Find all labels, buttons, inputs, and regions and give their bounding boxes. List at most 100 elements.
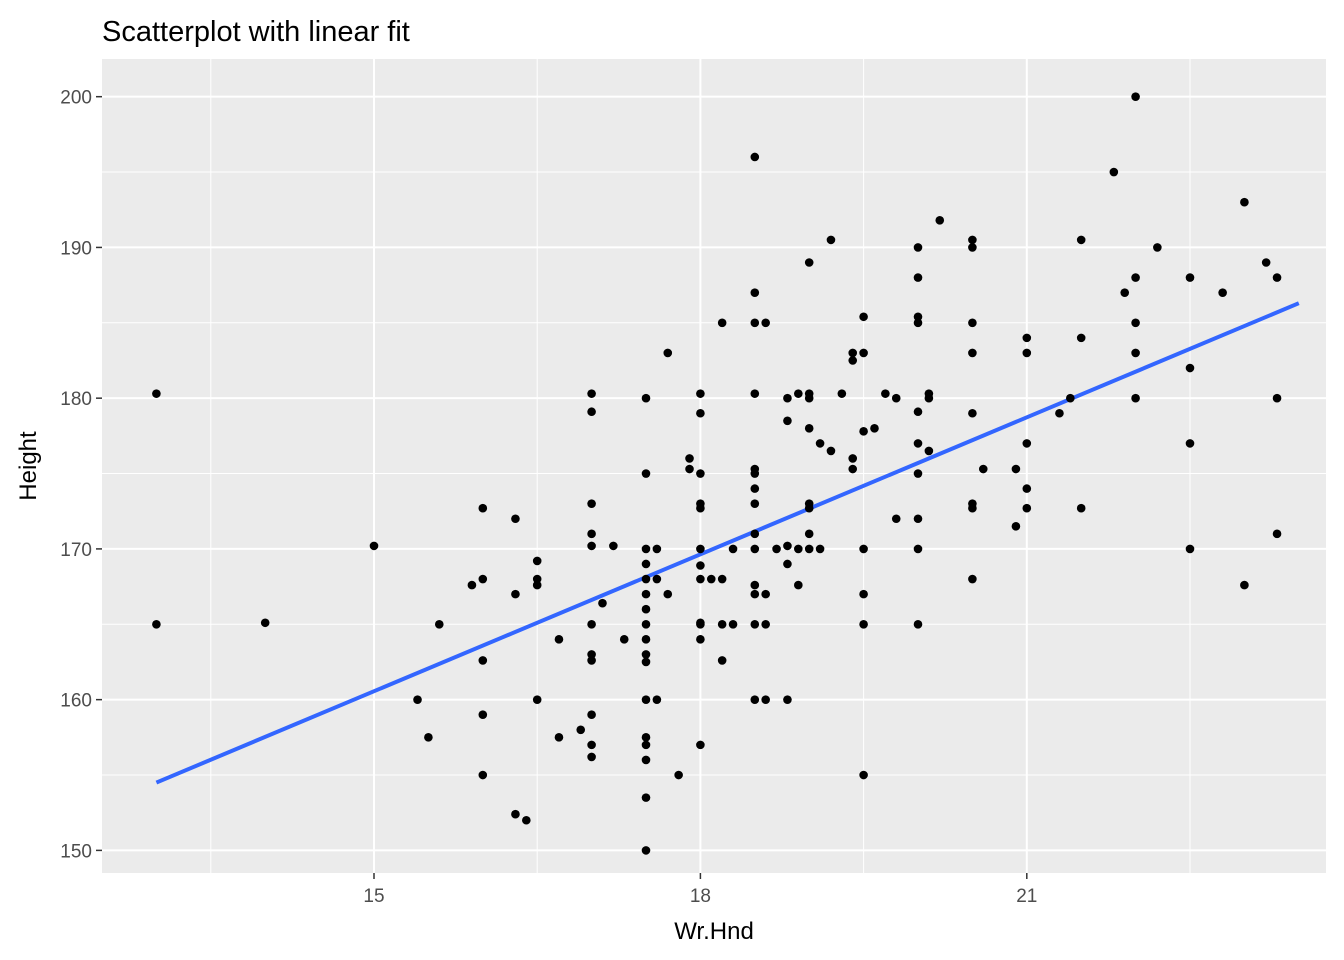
data-point [783,393,792,403]
data-point [598,598,607,608]
data-point [1022,348,1032,358]
x-tick-label: 15 [363,886,384,907]
data-point [837,389,847,398]
y-tick-label: 150 [60,841,92,862]
data-point [913,312,923,322]
data-point [652,574,662,584]
data-point [978,464,988,474]
data-point [717,574,727,584]
data-point [1218,288,1227,297]
data-point [750,580,760,590]
data-point [413,695,422,704]
data-point [1185,439,1195,448]
data-point [696,561,705,570]
data-point [794,389,803,398]
data-point [587,407,596,417]
data-point [685,464,694,474]
data-point [663,589,673,599]
data-point [717,318,727,328]
data-point [696,635,705,644]
data-point [609,541,618,551]
data-point [1240,197,1249,207]
data-point [522,815,531,825]
data-point [587,529,596,539]
data-point [794,544,803,554]
data-point [968,235,977,245]
data-point [804,424,814,433]
data-point [750,589,760,599]
data-point [859,544,868,554]
data-point [968,408,977,418]
data-point [641,604,651,614]
data-point [968,574,977,584]
data-point [511,514,520,524]
data-point [587,499,596,508]
data-point [1066,393,1075,403]
data-point [1153,243,1162,252]
data-point [750,695,760,704]
data-point [783,695,792,704]
data-points [152,92,1282,855]
data-point [815,439,825,448]
data-point [641,544,651,554]
data-point [1131,318,1140,328]
data-point [891,514,901,524]
data-point [424,733,433,742]
x-tick-label: 18 [690,886,711,907]
data-point [750,152,760,162]
data-point [152,619,161,629]
data-point [859,589,868,599]
data-point [587,541,596,551]
data-point [696,389,705,398]
data-point [826,235,836,245]
data-point [772,544,781,554]
x-tick-label: 21 [1016,886,1037,907]
data-point [913,273,923,282]
data-point [815,544,825,554]
data-point [478,770,488,780]
data-point [804,529,814,539]
data-point [696,503,705,513]
data-point [750,288,760,297]
data-point [750,499,760,508]
data-point [728,619,738,629]
data-point [696,619,705,629]
data-point [750,544,760,554]
data-point [587,656,596,665]
data-point [663,348,673,358]
data-point [467,580,477,590]
plot-panel [102,59,1326,873]
data-point [641,793,651,802]
data-point [1055,408,1064,418]
data-point [968,503,977,513]
data-point [717,656,727,665]
data-point [913,243,923,252]
data-point [434,619,444,629]
data-point [478,656,488,665]
data-point [804,258,814,267]
data-point [1022,333,1032,343]
data-point [750,318,760,328]
data-point [1109,167,1119,177]
data-point [696,544,705,554]
data-point [674,770,683,780]
data-point [641,740,651,750]
data-point [1022,503,1032,513]
grid-lines [102,59,1326,873]
data-point [641,589,651,599]
data-point [532,574,542,584]
data-point [783,541,792,551]
data-point [913,469,923,478]
y-tick-label: 170 [60,540,92,561]
data-point [1272,273,1282,282]
data-point [576,725,586,735]
data-point [848,454,858,463]
y-tick-label: 200 [60,88,92,109]
data-point [935,215,945,225]
data-point [152,389,161,398]
data-point [587,752,596,762]
data-point [761,589,770,599]
data-point [870,424,879,433]
data-point [913,514,923,524]
